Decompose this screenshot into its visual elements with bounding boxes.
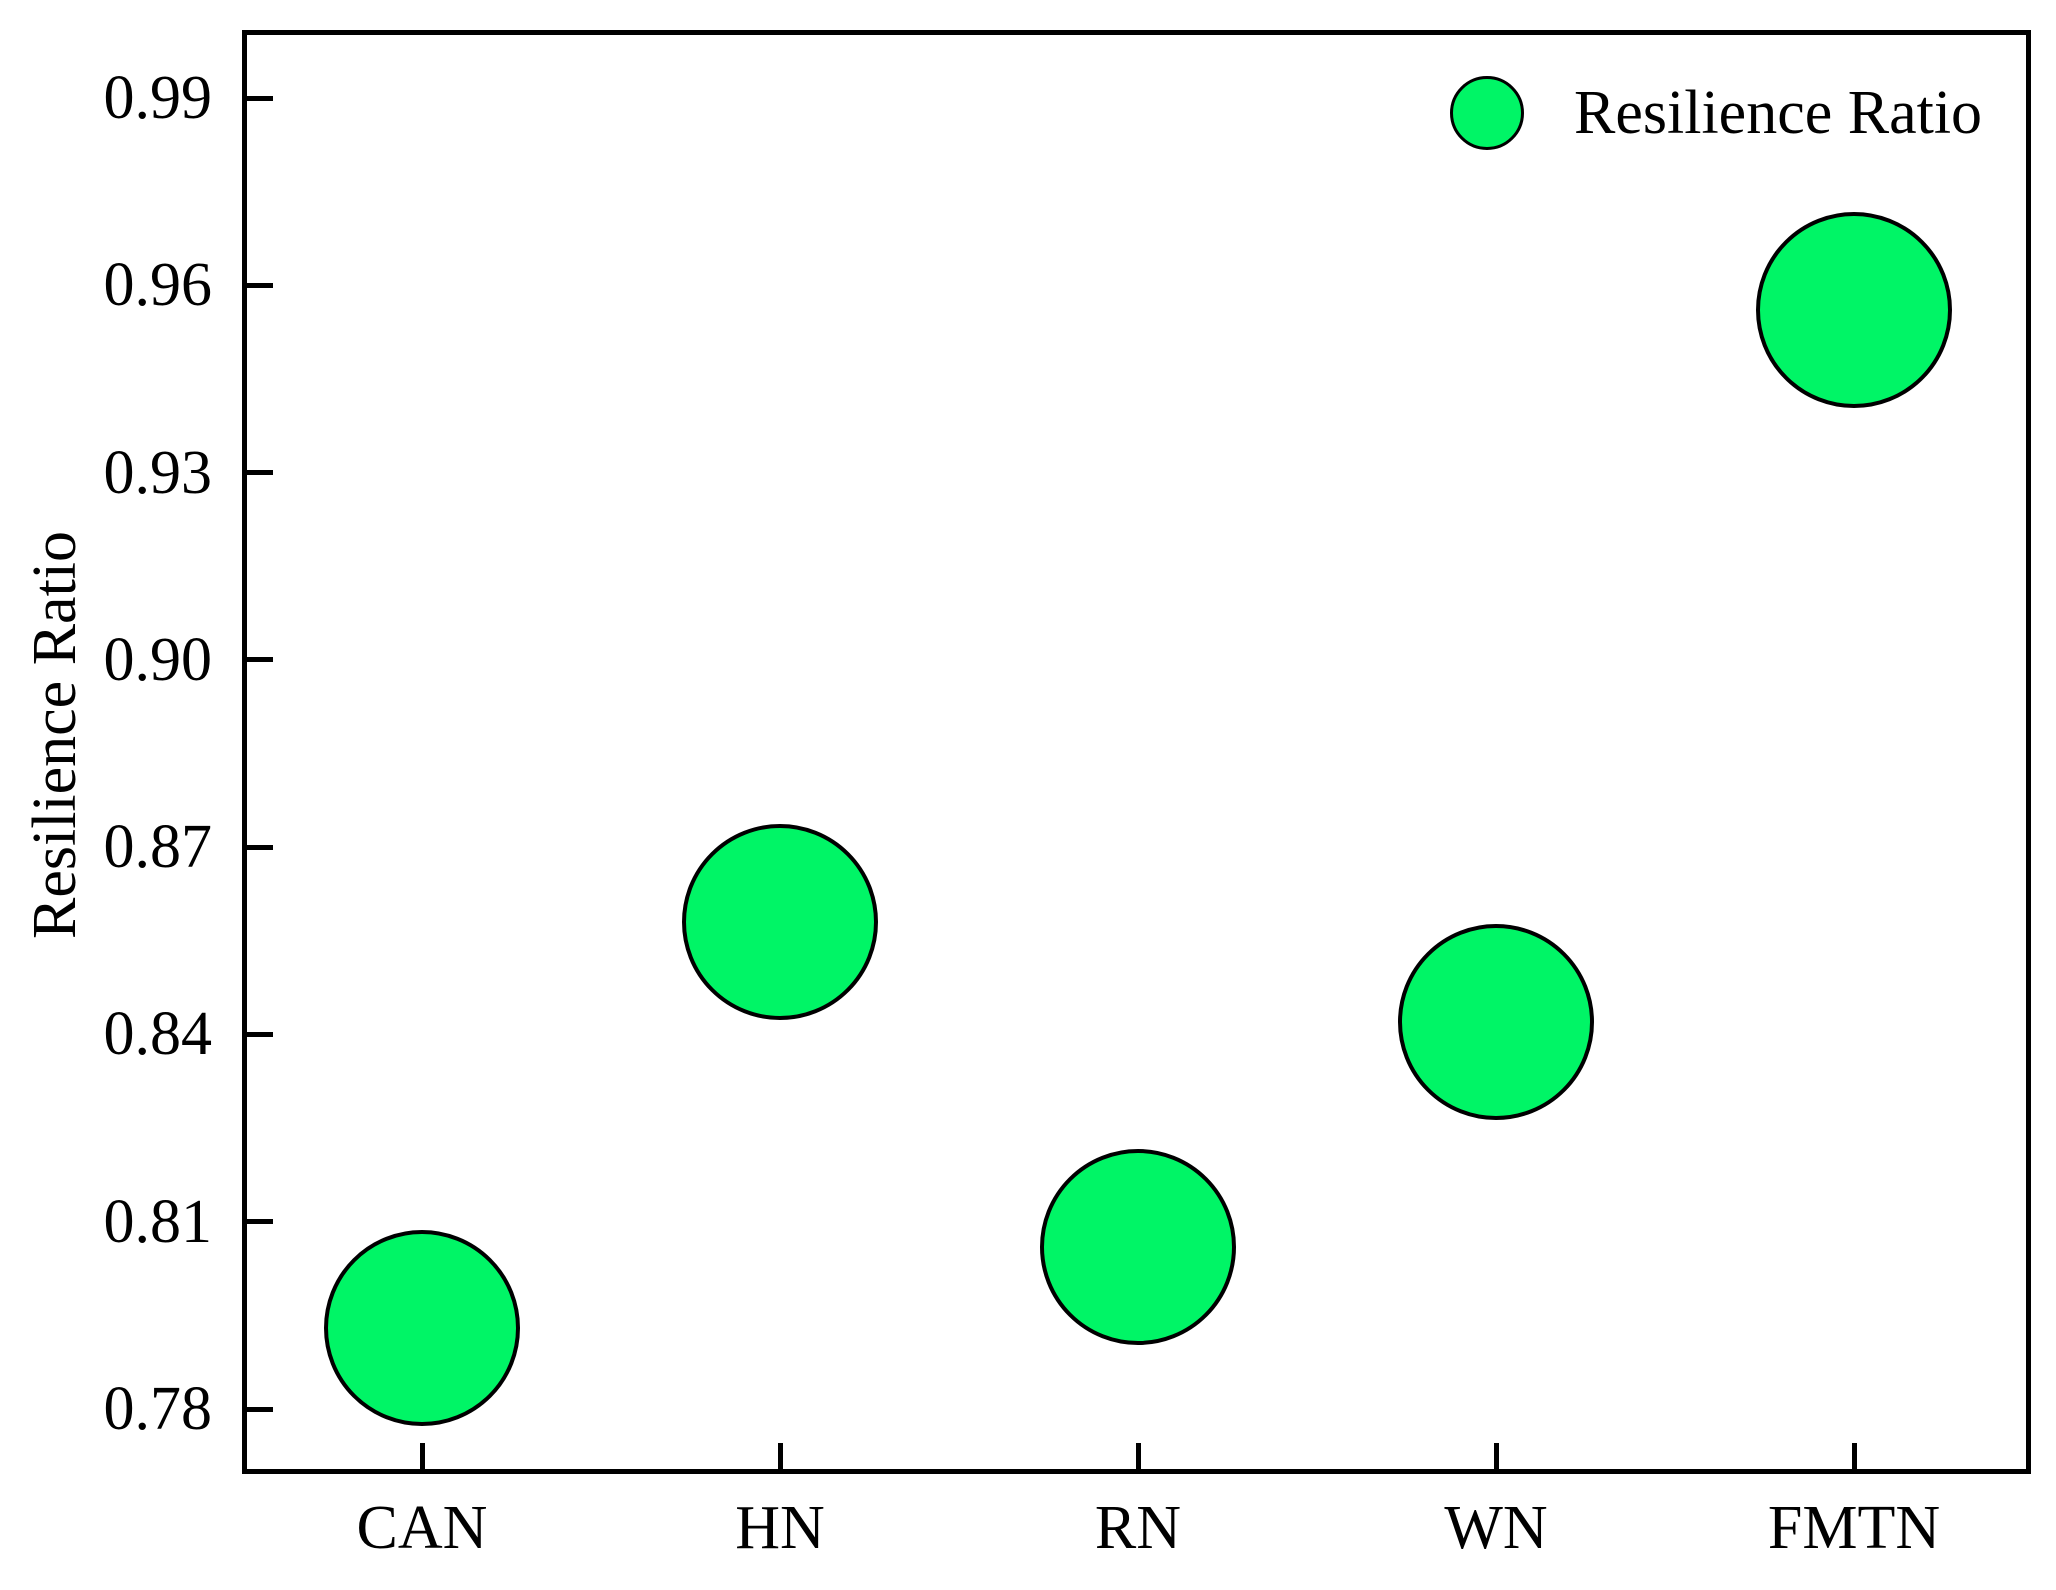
x-axis-tick [1851,1443,1857,1469]
y-axis-tick-label: 0.93 [103,438,213,507]
y-axis-tick-label: 0.81 [103,1187,213,1256]
x-axis-tick [419,1443,425,1469]
data-point-wn [1398,923,1594,1120]
y-axis-tick [247,95,273,101]
data-point-hn [682,824,878,1021]
y-axis-tick [247,1406,273,1412]
y-axis-tick-label: 0.87 [103,813,213,882]
x-axis-tick-label: RN [1094,1494,1182,1562]
y-axis-tick [247,844,273,850]
y-axis-tick-label: 0.84 [103,1000,213,1069]
data-point-can [324,1229,520,1426]
y-axis-tick [247,470,273,476]
legend-label: Resilience Ratio [1574,79,1983,147]
y-axis-tick-label: 0.99 [103,64,213,132]
y-axis-tick [247,282,273,288]
y-axis-tick [247,657,273,663]
y-axis-tick [247,1219,273,1225]
legend-marker-circle-icon [1450,76,1524,150]
x-axis-tick-label: WN [1444,1494,1548,1562]
y-axis-tick-label: 0.78 [103,1375,213,1444]
x-axis-tick [777,1443,783,1469]
y-axis-tick-label: 0.90 [103,625,213,694]
data-point-fmtn [1756,212,1952,409]
x-axis-tick-label: FMTN [1767,1494,1941,1562]
y-axis-tick-label: 0.96 [103,251,213,320]
x-axis-tick [1135,1443,1141,1469]
data-point-rn [1040,1148,1236,1345]
x-axis-tick-label: CAN [356,1494,488,1562]
x-axis-tick [1493,1443,1499,1469]
y-axis-tick [247,1031,273,1037]
x-axis-tick-label: HN [735,1494,825,1562]
